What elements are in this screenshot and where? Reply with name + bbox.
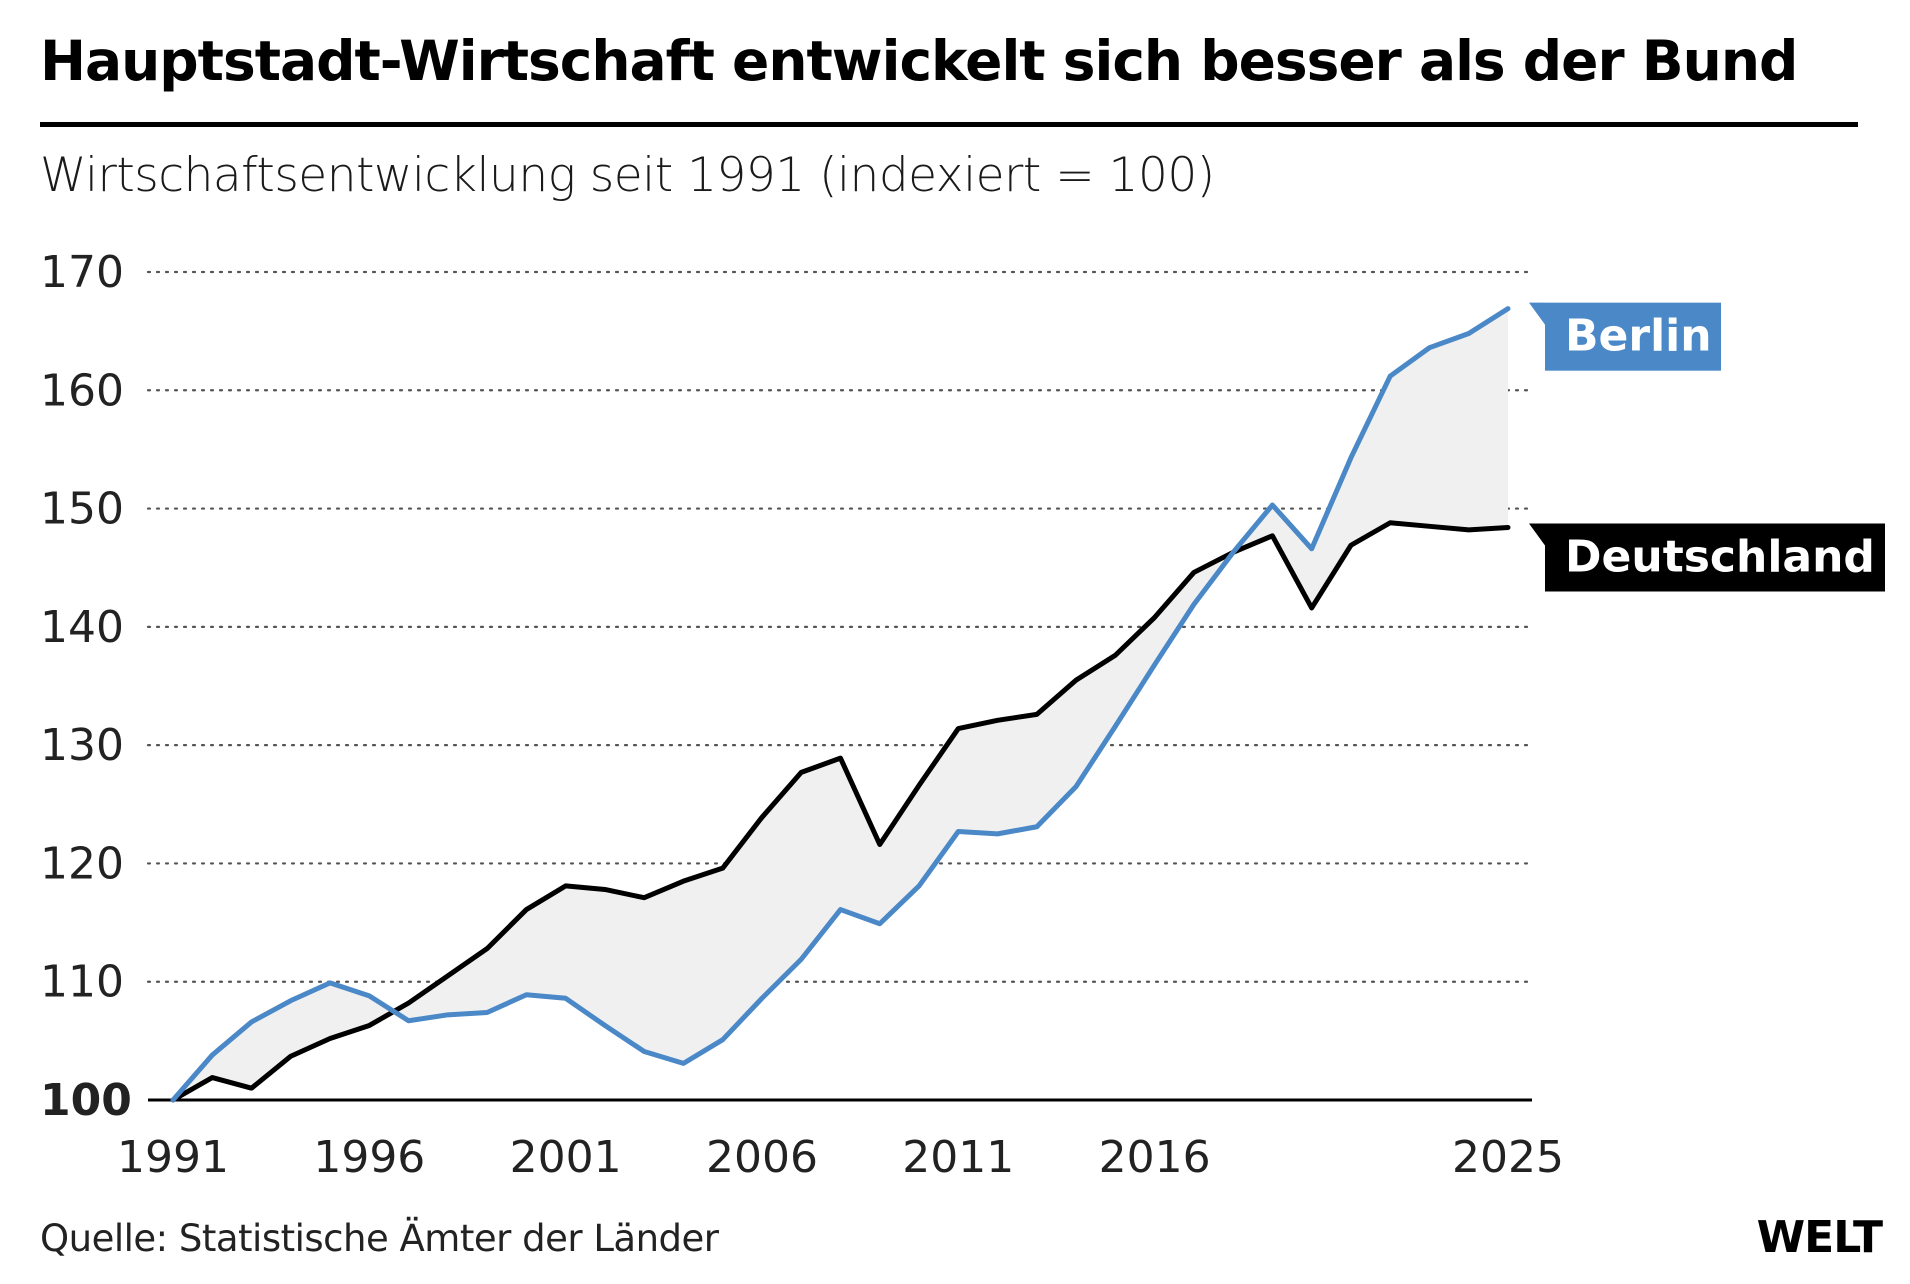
chart-subtitle: Wirtschaftsentwicklung seit 1991 (indexi… (40, 148, 1215, 203)
welt-logo: WELT (1756, 1212, 1883, 1263)
label-box (1545, 523, 1885, 592)
gridlines (146, 270, 1534, 983)
x-tick-label: 2006 (706, 1132, 818, 1183)
series-label-deutschland: Deutschland (1529, 523, 1885, 592)
y-tick-label: 140 (40, 602, 124, 653)
x-tick-label: 2025 (1452, 1132, 1564, 1183)
difference-area (173, 308, 1508, 1100)
series-line-berlin (170, 306, 1511, 1103)
y-tick-label: 110 (40, 957, 124, 1008)
x-tick-label: 2016 (1099, 1132, 1211, 1183)
x-tick-label: 2011 (902, 1132, 1014, 1183)
y-axis-ticks: 100 110 120 130 140 150 160 170 (40, 247, 132, 1126)
y-tick-label: 120 (40, 838, 124, 889)
x-tick-label: 2001 (510, 1132, 622, 1183)
title-rule (40, 122, 1858, 127)
y-tick-label: 130 (40, 720, 124, 771)
chart-title: Hauptstadt-Wirtschaft entwickelt sich be… (40, 29, 1798, 93)
label-box (1545, 302, 1721, 371)
y-tick-label: 100 (40, 1075, 132, 1126)
label-pointer (1529, 523, 1545, 546)
y-tick-label: 160 (40, 365, 124, 416)
label-text: Berlin (1565, 311, 1712, 362)
y-tick-label: 170 (40, 247, 124, 298)
series-labels: Berlin Deutschland (1529, 302, 1885, 592)
x-axis-ticks: 1991 1996 2001 2006 2011 2016 2025 (117, 1132, 1564, 1183)
series-label-berlin: Berlin (1529, 302, 1721, 371)
x-tick-label: 1991 (117, 1132, 229, 1183)
y-tick-label: 150 (40, 484, 124, 535)
x-tick-label: 1996 (313, 1132, 425, 1183)
label-pointer (1529, 302, 1545, 325)
source-note: Quelle: Statistische Ämter der Länder (40, 1217, 719, 1260)
label-text: Deutschland (1565, 531, 1875, 582)
